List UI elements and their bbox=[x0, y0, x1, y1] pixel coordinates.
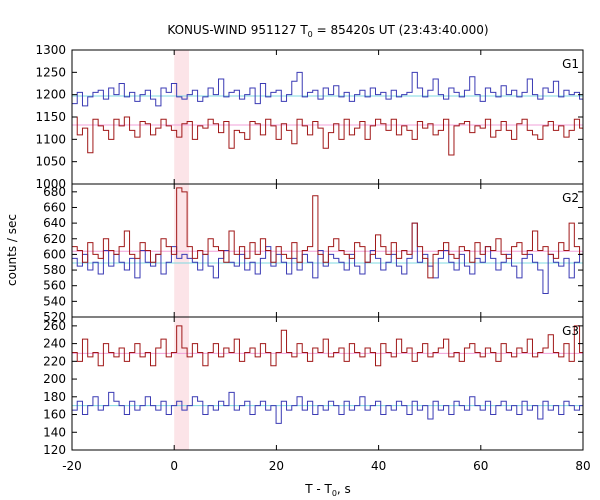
y-tick-label: 600 bbox=[43, 247, 66, 261]
x-tick-label: 60 bbox=[473, 459, 488, 473]
y-tick-label: 1100 bbox=[35, 132, 66, 146]
y-tick-label: 1200 bbox=[35, 88, 66, 102]
chart-title-main: KONUS-WIND 951127 T bbox=[167, 23, 308, 37]
y-tick-label: 540 bbox=[43, 294, 66, 308]
panel-frame bbox=[71, 49, 584, 185]
y-tick-label: 200 bbox=[43, 372, 66, 386]
x-tick-label: -20 bbox=[62, 459, 82, 473]
y-tick-label: 1250 bbox=[35, 65, 66, 79]
y-tick-label: 1150 bbox=[35, 110, 66, 124]
y-axis-label: counts / sec bbox=[5, 214, 19, 286]
highlight-band bbox=[174, 184, 190, 317]
y-tick-label: 560 bbox=[43, 279, 66, 293]
y-tick-label: 580 bbox=[43, 263, 66, 277]
panel-g3: 120 140 160 180 200 220 240 260 G3 bbox=[43, 316, 584, 457]
chart-title: KONUS-WIND 951127 T0 = 85420s UT (23:43:… bbox=[167, 23, 488, 39]
chart-title-subscript: 0 bbox=[308, 30, 313, 39]
x-tick-label: 40 bbox=[371, 459, 386, 473]
y-tick-label: 120 bbox=[43, 443, 66, 457]
y-tick-label: 1050 bbox=[35, 155, 66, 169]
series-red-g3 bbox=[72, 325, 583, 367]
x-axis-label-main: T - T bbox=[304, 482, 332, 496]
panel-plot-area bbox=[72, 187, 583, 295]
y-tick-label: 240 bbox=[43, 337, 66, 351]
series-blue-g3 bbox=[72, 391, 583, 424]
y-tick-label: 260 bbox=[43, 319, 66, 333]
x-axis-label-subscript: 0 bbox=[332, 489, 337, 498]
panel-frame bbox=[71, 316, 584, 451]
y-tick-label: 160 bbox=[43, 408, 66, 422]
y-tick-label: 1300 bbox=[35, 43, 66, 57]
panel-label-g2: G2 bbox=[562, 191, 579, 205]
y-tick-label: 1000 bbox=[35, 177, 66, 191]
series-red-g2 bbox=[72, 187, 583, 279]
panel-label-g3: G3 bbox=[562, 324, 579, 338]
y-tick-label: 220 bbox=[43, 354, 66, 368]
panel-label-g1: G1 bbox=[562, 57, 579, 71]
x-axis-label: T - T0, s bbox=[304, 482, 351, 498]
chart-title-rest: = 85420s UT (23:43:40.000) bbox=[313, 23, 489, 37]
panels: 1000105011001150120012501300G15205405605… bbox=[35, 43, 590, 473]
y-tick-label: 520 bbox=[43, 310, 66, 324]
y-tick-label: 620 bbox=[43, 232, 66, 246]
highlight-band bbox=[174, 317, 190, 450]
y-tick-label: 180 bbox=[43, 390, 66, 404]
y-tick-label: 680 bbox=[43, 185, 66, 199]
highlight-band bbox=[174, 50, 190, 184]
panel-g1: 1000 1050 1100 1150 1200 1250 1300 G1 bbox=[35, 43, 584, 191]
y-tick-label: 140 bbox=[43, 425, 66, 439]
y-tick-label: 640 bbox=[43, 216, 66, 230]
x-axis-label-rest: , s bbox=[337, 482, 351, 496]
x-tick-label: 0 bbox=[170, 459, 178, 473]
series-red-g1 bbox=[72, 116, 583, 156]
x-tick-label: 20 bbox=[269, 459, 284, 473]
y-tick-label: 660 bbox=[43, 200, 66, 214]
x-tick-label: 80 bbox=[575, 459, 590, 473]
panel-plot-area bbox=[72, 325, 583, 424]
panel-plot-area bbox=[72, 71, 583, 156]
series-blue-g1 bbox=[72, 71, 583, 107]
